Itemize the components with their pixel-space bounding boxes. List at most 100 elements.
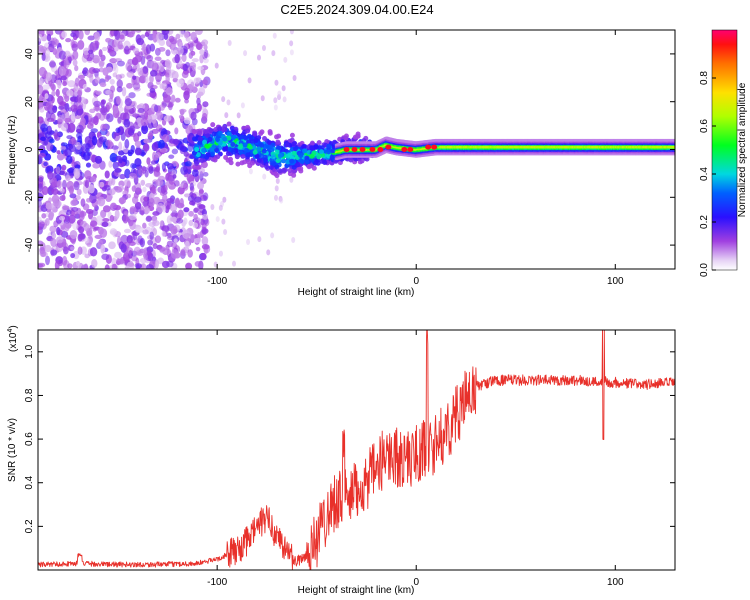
heatmap-cell	[153, 104, 159, 113]
heatmap-cell	[106, 113, 114, 123]
heatmap-cell	[83, 151, 91, 161]
heatmap-cell	[309, 145, 315, 151]
heatmap-cell	[198, 204, 206, 210]
heatmap-cell	[59, 188, 65, 193]
heatmap-cell	[245, 128, 251, 134]
heatmap-cell	[226, 121, 232, 127]
heatmap-cell	[75, 260, 81, 267]
heatmap-cell	[176, 46, 184, 56]
heatmap-cell	[88, 184, 95, 194]
heatmap-cell	[110, 85, 116, 93]
heatmap-cell	[45, 49, 51, 57]
heatmap-cell	[302, 148, 308, 154]
heatmap-cell	[77, 246, 83, 255]
heatmap-cell	[55, 88, 60, 97]
heatmap-cell	[57, 114, 65, 123]
heatmap-cell	[44, 218, 50, 226]
heatmap-cell	[183, 151, 189, 157]
heatmap-cell	[188, 210, 194, 217]
heatmap-cell	[128, 219, 134, 227]
heatmap-cell	[276, 133, 282, 139]
heatmap-cell	[274, 79, 279, 86]
heatmap-cell	[51, 188, 59, 195]
heatmap-cell	[109, 228, 118, 236]
heatmap-cell	[355, 131, 361, 137]
heatmap-cell	[66, 135, 73, 140]
heatmap-cell	[141, 165, 147, 174]
heatmap-cell	[316, 154, 322, 160]
heatmap-cell	[89, 108, 96, 114]
heatmap-cell	[166, 163, 174, 170]
heatmap-cell	[74, 65, 79, 72]
heatmap-cell	[153, 141, 158, 150]
heatmap-cell	[175, 217, 184, 224]
heatmap-cell	[105, 89, 112, 95]
heatmap-cell	[122, 252, 130, 263]
heatmap-cell	[85, 209, 94, 214]
heatmap-cell	[261, 148, 267, 154]
heatmap-cell	[183, 117, 191, 125]
heatmap-cell	[128, 92, 136, 99]
heatmap-cell	[142, 65, 149, 74]
heatmap-cell	[147, 132, 153, 140]
heatmap-cell	[284, 163, 290, 169]
heatmap-cell	[156, 202, 165, 213]
heatmap-cell	[76, 141, 81, 151]
heatmap-cell	[183, 217, 188, 225]
heatmap-cell	[247, 144, 253, 150]
heatmap-cell	[80, 198, 86, 207]
heatmap-cell	[280, 147, 286, 153]
heatmap-cell	[210, 122, 216, 128]
heatmap-cell	[115, 155, 123, 162]
heatmap-cell	[203, 192, 209, 201]
heatmap-cell	[71, 43, 78, 52]
heatmap-cell	[61, 31, 67, 39]
heatmap-cell	[123, 228, 132, 234]
heatmap-cell	[145, 182, 153, 188]
heatmap-cell	[254, 153, 260, 159]
heatmap-cell	[295, 162, 301, 168]
heatmap-cell	[348, 157, 354, 163]
heatmap-cell	[47, 171, 54, 180]
heatmap-cell	[299, 158, 305, 164]
heatmap-cell	[226, 131, 232, 137]
heatmap-cell	[221, 96, 226, 103]
heatmap-cell	[45, 101, 54, 111]
heatmap-cell	[80, 220, 87, 228]
heatmap-cell	[174, 97, 181, 103]
heatmap-cell	[154, 56, 162, 62]
heatmap-cell	[212, 157, 218, 163]
heatmap-cell	[180, 166, 188, 175]
heatmap-cell	[115, 127, 121, 133]
heatmap-cell	[105, 139, 113, 147]
heatmap-cell	[180, 249, 186, 256]
heatmap-cell	[124, 45, 130, 55]
heatmap-cell	[236, 112, 241, 119]
heatmap-cell	[188, 220, 194, 227]
heatmap-cell	[261, 45, 266, 52]
heatmap-cell	[147, 239, 154, 246]
heatmap-cell	[190, 234, 196, 243]
heatmap-cell	[51, 90, 56, 97]
heatmap-cell	[172, 174, 177, 179]
heatmap-cell	[108, 194, 114, 200]
heatmap-cell	[190, 111, 197, 121]
heatmap-cell	[151, 226, 156, 232]
heatmap-cell	[161, 162, 166, 172]
heatmap-cell	[54, 260, 60, 269]
heatmap-cell	[119, 173, 126, 180]
heatmap-cell	[116, 258, 125, 265]
heatmap-cell	[217, 126, 223, 132]
heatmap-cell	[41, 213, 47, 219]
heatmap-cell	[114, 30, 121, 41]
heatmap-cell	[135, 187, 143, 195]
heatmap-cell	[325, 149, 331, 155]
heatmap-cell	[51, 83, 56, 92]
heatmap-cell	[256, 146, 262, 152]
heatmap-cell	[242, 142, 248, 148]
heatmap-cell	[142, 186, 147, 193]
heatmap-cell	[155, 178, 164, 187]
heatmap-cell	[218, 250, 223, 257]
heatmap-cell	[60, 230, 69, 238]
heatmap-cell	[77, 233, 83, 242]
